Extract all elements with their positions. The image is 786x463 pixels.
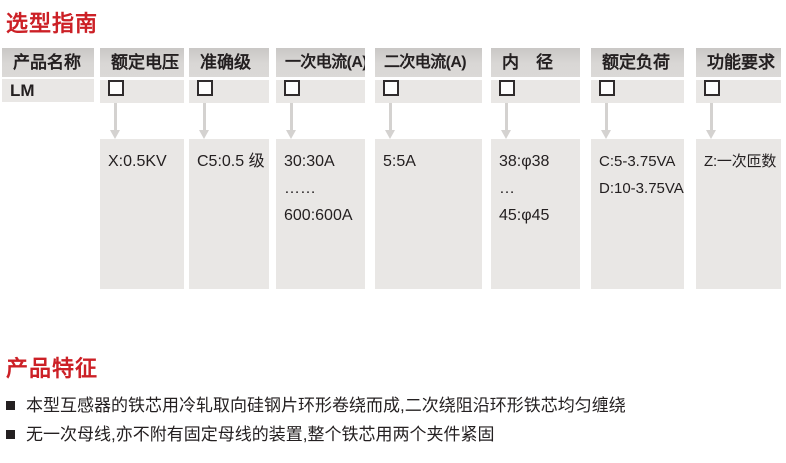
- checkbox-icon: [704, 80, 720, 96]
- function-requirement-option-cell: [696, 80, 781, 103]
- table-column-function-requirement: 功能要求 Z:一次匝数: [696, 48, 781, 289]
- feature-item: 本型互感器的铁芯用冷轧取向硅钢片环形卷绕而成,二次绕阻沿环形铁芯均匀缠绕: [6, 391, 780, 420]
- detail-line: D:10-3.75VA: [599, 180, 684, 197]
- section-title-selection-guide: 选型指南: [6, 11, 99, 36]
- detail-accuracy-class: C5:0.5 级: [189, 139, 269, 289]
- accuracy-class-option-cell: [189, 80, 269, 103]
- bullet-square-icon: [6, 401, 15, 410]
- detail-line: 30:30A: [284, 153, 335, 170]
- detail-line: 38:φ38: [499, 153, 550, 170]
- table-column-accuracy-class: 准确级 C5:0.5 级: [189, 48, 269, 289]
- header-rated-burden: 额定负荷: [591, 48, 684, 77]
- product-name-value: LM: [2, 79, 94, 102]
- detail-line: X:0.5KV: [108, 153, 167, 170]
- header-accuracy-class: 准确级: [189, 48, 269, 77]
- detail-function-requirement: Z:一次匝数: [696, 139, 781, 289]
- detail-primary-current: 30:30A …… 600:600A: [276, 139, 365, 289]
- header-inner-diameter: 内 径: [491, 48, 580, 77]
- header-function-requirement: 功能要求: [696, 48, 781, 77]
- header-product-name: 产品名称: [2, 48, 94, 77]
- down-arrow-icon: [385, 130, 395, 139]
- down-arrow-icon: [286, 130, 296, 139]
- checkbox-icon: [197, 80, 213, 96]
- inner-diameter-option-cell: [491, 80, 580, 103]
- down-arrow-icon: [706, 130, 716, 139]
- detail-line: 45:φ45: [499, 207, 550, 224]
- feature-text: 本型互感器的铁芯用冷轧取向硅钢片环形卷绕而成,二次绕阻沿环形铁芯均匀缠绕: [26, 396, 626, 415]
- connector-rated-voltage: [100, 103, 184, 139]
- section-title-product-features: 产品特征: [6, 356, 99, 381]
- feature-list: 本型互感器的铁芯用冷轧取向硅钢片环形卷绕而成,二次绕阻沿环形铁芯均匀缠绕 无一次…: [6, 391, 780, 449]
- checkbox-icon: [599, 80, 615, 96]
- connector-primary-current: [276, 103, 365, 139]
- rated-burden-option-cell: [591, 80, 684, 103]
- checkbox-icon: [383, 80, 399, 96]
- table-column-secondary-current: 二次电流(A) 5:5A: [375, 48, 482, 289]
- rated-voltage-option-cell: [100, 80, 184, 103]
- connector-inner-diameter: [491, 103, 580, 139]
- detail-line: …: [499, 180, 515, 197]
- detail-rated-voltage: X:0.5KV: [100, 139, 184, 289]
- detail-line: 5:5A: [383, 153, 416, 170]
- table-column-product-name: 产品名称 LM: [2, 48, 94, 102]
- checkbox-icon: [108, 80, 124, 96]
- detail-line: C:5-3.75VA: [599, 153, 676, 170]
- detail-inner-diameter: 38:φ38 … 45:φ45: [491, 139, 580, 289]
- down-arrow-icon: [601, 130, 611, 139]
- checkbox-icon: [499, 80, 515, 96]
- table-column-primary-current: 一次电流(A) 30:30A …… 600:600A: [276, 48, 365, 289]
- connector-function-requirement: [696, 103, 781, 139]
- detail-line: ……: [284, 180, 316, 197]
- table-column-rated-burden: 额定负荷 C:5-3.75VA D:10-3.75VA: [591, 48, 684, 289]
- feature-item: 无一次母线,亦不附有固定母线的装置,整个铁芯用两个夹件紧固: [6, 420, 780, 449]
- table-column-inner-diameter: 内 径 38:φ38 … 45:φ45: [491, 48, 580, 289]
- detail-rated-burden: C:5-3.75VA D:10-3.75VA: [591, 139, 684, 289]
- checkbox-icon: [284, 80, 300, 96]
- header-primary-current: 一次电流(A): [276, 48, 365, 77]
- feature-text: 无一次母线,亦不附有固定母线的装置,整个铁芯用两个夹件紧固: [26, 425, 495, 444]
- table-column-rated-voltage: 额定电压 X:0.5KV: [100, 48, 184, 289]
- connector-secondary-current: [375, 103, 482, 139]
- detail-secondary-current: 5:5A: [375, 139, 482, 289]
- connector-rated-burden: [591, 103, 684, 139]
- down-arrow-icon: [110, 130, 120, 139]
- primary-current-option-cell: [276, 80, 365, 103]
- header-rated-voltage: 额定电压: [100, 48, 184, 77]
- connector-accuracy-class: [189, 103, 269, 139]
- bullet-square-icon: [6, 430, 15, 439]
- detail-line: C5:0.5 级: [197, 153, 265, 170]
- down-arrow-icon: [501, 130, 511, 139]
- detail-line: Z:一次匝数: [704, 153, 777, 170]
- header-secondary-current: 二次电流(A): [375, 48, 482, 77]
- secondary-current-option-cell: [375, 80, 482, 103]
- detail-line: 600:600A: [284, 207, 353, 224]
- down-arrow-icon: [199, 130, 209, 139]
